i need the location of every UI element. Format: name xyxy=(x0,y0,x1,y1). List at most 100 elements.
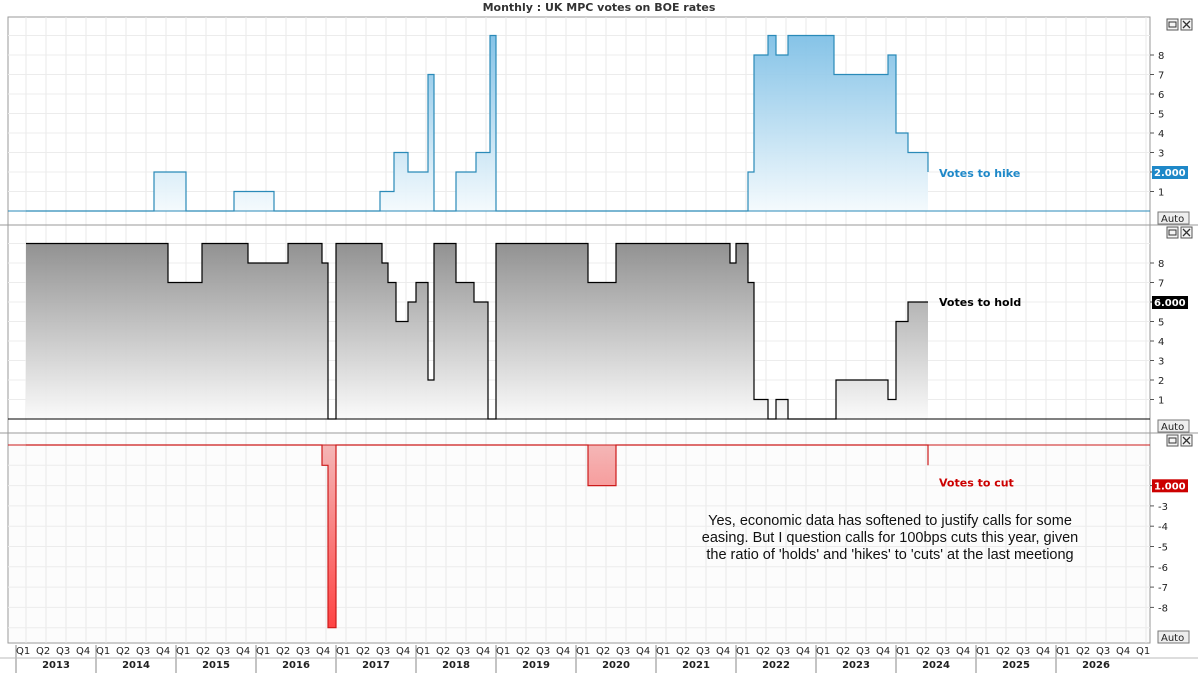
y-tick-label: 7 xyxy=(1158,279,1164,290)
y-tick-label: -6 xyxy=(1158,563,1168,574)
auto-scale-button[interactable] xyxy=(1157,630,1190,644)
x-tick-label: Q4 xyxy=(876,646,890,657)
x-tick-label: Q4 xyxy=(236,646,250,657)
y-tick-label: 3 xyxy=(1158,357,1164,368)
maximize-panel-button[interactable] xyxy=(1166,18,1179,31)
x-tick-label: Q4 xyxy=(1036,646,1050,657)
x-tick-label: Q1 xyxy=(896,646,910,657)
x-tick-label: Q3 xyxy=(536,646,550,657)
x-tick-label: Q1 xyxy=(656,646,670,657)
series-label-hold: Votes to hold xyxy=(939,296,1021,309)
x-tick-label: Q4 xyxy=(316,646,330,657)
chart-title: Monthly : UK MPC votes on BOE rates xyxy=(482,1,716,14)
maximize-icon xyxy=(1168,437,1177,444)
y-tick-label: 6 xyxy=(1158,90,1164,101)
x-tick-label: Q4 xyxy=(556,646,570,657)
x-tick-label: Q1 xyxy=(256,646,270,657)
x-tick-label: Q4 xyxy=(76,646,90,657)
x-tick-label: Q4 xyxy=(1116,646,1130,657)
x-tick-label: Q3 xyxy=(296,646,310,657)
x-year-label: 2019 xyxy=(522,660,550,671)
x-tick-label: Q4 xyxy=(636,646,650,657)
y-tick-label: 3 xyxy=(1158,149,1164,160)
x-tick-label: Q4 xyxy=(716,646,730,657)
x-tick-label: Q3 xyxy=(376,646,390,657)
y-tick-label: -7 xyxy=(1158,583,1168,594)
x-tick-label: Q3 xyxy=(1016,646,1030,657)
x-tick-label: Q1 xyxy=(976,646,990,657)
x-tick-label: Q2 xyxy=(836,646,850,657)
x-tick-label: Q4 xyxy=(796,646,810,657)
maximize-panel-button[interactable] xyxy=(1166,434,1179,447)
x-tick-label: Q1 xyxy=(96,646,110,657)
x-tick-label: Q4 xyxy=(156,646,170,657)
maximize-icon xyxy=(1168,21,1177,28)
x-tick-label: Q3 xyxy=(56,646,70,657)
x-year-label: 2020 xyxy=(602,660,630,671)
x-tick-label: Q3 xyxy=(216,646,230,657)
y-tick-label: 5 xyxy=(1158,110,1164,121)
auto-scale-button[interactable] xyxy=(1157,419,1190,433)
x-tick-label: Q2 xyxy=(116,646,130,657)
y-tick-label: 5 xyxy=(1158,318,1164,329)
y-tick-label: 8 xyxy=(1158,51,1164,62)
x-tick-label: Q1 xyxy=(1136,646,1150,657)
series-label-cut: Votes to cut xyxy=(939,476,1014,489)
x-year-label: 2017 xyxy=(362,660,390,671)
y-tick-label: 8 xyxy=(1158,259,1164,270)
x-tick-label: Q2 xyxy=(596,646,610,657)
auto-scale-button[interactable] xyxy=(1157,211,1190,225)
x-year-label: 2015 xyxy=(202,660,230,671)
auto-scale-label: Auto xyxy=(1161,633,1184,644)
x-year-label: 2023 xyxy=(842,660,870,671)
x-tick-label: Q1 xyxy=(1056,646,1070,657)
last-value-text: 1.000 xyxy=(1154,481,1186,492)
x-tick-label: Q1 xyxy=(816,646,830,657)
auto-scale-label: Auto xyxy=(1161,214,1184,225)
last-value-text: 6.000 xyxy=(1154,298,1186,309)
x-tick-label: Q2 xyxy=(1076,646,1090,657)
y-tick-label: 2 xyxy=(1158,376,1164,387)
x-tick-label: Q3 xyxy=(696,646,710,657)
x-tick-label: Q1 xyxy=(576,646,590,657)
y-tick-label: 4 xyxy=(1158,129,1164,140)
maximize-panel-button[interactable] xyxy=(1166,226,1179,239)
series-line-hike xyxy=(26,34,929,212)
y-tick-label: -4 xyxy=(1158,522,1168,533)
y-tick-label: -3 xyxy=(1158,502,1168,513)
auto-scale-label: Auto xyxy=(1161,422,1184,433)
y-tick-label: 7 xyxy=(1158,71,1164,82)
y-tick-label: -5 xyxy=(1158,543,1168,554)
close-icon xyxy=(1182,228,1191,237)
x-tick-label: Q2 xyxy=(196,646,210,657)
annotation-text: Yes, economic data has softened to justi… xyxy=(660,513,1120,564)
x-tick-label: Q2 xyxy=(996,646,1010,657)
y-tick-label: 1 xyxy=(1158,396,1164,407)
series-area-hike xyxy=(26,35,928,211)
close-icon xyxy=(1182,436,1191,445)
x-tick-label: Q2 xyxy=(756,646,770,657)
x-tick-label: Q3 xyxy=(136,646,150,657)
maximize-icon xyxy=(1168,229,1177,236)
x-tick-label: Q2 xyxy=(516,646,530,657)
x-tick-label: Q1 xyxy=(336,646,350,657)
x-year-label: 2016 xyxy=(282,660,310,671)
x-tick-label: Q3 xyxy=(1096,646,1110,657)
x-tick-label: Q3 xyxy=(856,646,870,657)
y-tick-label: -8 xyxy=(1158,603,1168,614)
last-value-text: 2.000 xyxy=(1154,168,1186,179)
annotation-line: the ratio of 'holds' and 'hikes' to 'cut… xyxy=(706,547,1074,563)
annotation-line: Yes, economic data has softened to justi… xyxy=(708,513,1072,529)
series-label-hike: Votes to hike xyxy=(939,167,1020,180)
y-tick-label: 1 xyxy=(1158,188,1164,199)
x-tick-label: Q1 xyxy=(736,646,750,657)
last-value-badge xyxy=(1152,296,1188,309)
x-tick-label: Q2 xyxy=(676,646,690,657)
last-value-badge xyxy=(1152,166,1188,179)
x-tick-label: Q1 xyxy=(16,646,30,657)
x-year-label: 2024 xyxy=(922,660,950,671)
x-tick-label: Q4 xyxy=(956,646,970,657)
x-year-label: 2018 xyxy=(442,660,470,671)
